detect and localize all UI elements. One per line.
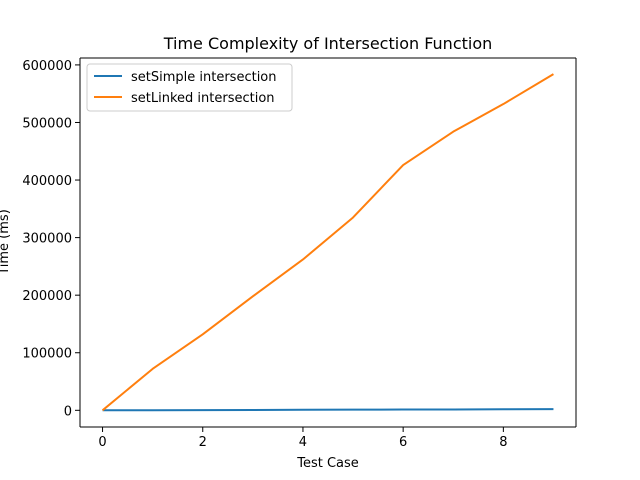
- y-tick-label: 500000: [22, 116, 72, 131]
- x-tick-label: 6: [399, 435, 407, 450]
- chart-title: Time Complexity of Intersection Function: [163, 34, 493, 53]
- legend: setSimple intersection setLinked interse…: [86, 63, 293, 112]
- y-axis-label: Time (ms): [0, 209, 12, 276]
- plot-area: [80, 58, 576, 427]
- x-axis-label: Test Case: [296, 456, 359, 471]
- y-tick-label: 600000: [22, 59, 72, 74]
- y-tick-label: 0: [64, 404, 72, 419]
- x-tick-label: 0: [98, 435, 106, 450]
- y-tick-label: 200000: [22, 289, 72, 304]
- series-line-setsimple: [102, 408, 554, 412]
- y-tick-label: 400000: [22, 174, 72, 189]
- axes-layer: [79, 57, 577, 428]
- x-tick-label: 4: [299, 435, 307, 450]
- series-layer: [101, 73, 554, 412]
- series-line-setlinked: [101, 73, 554, 412]
- y-tick-label: 300000: [22, 232, 72, 247]
- y-tick-label: 100000: [22, 347, 72, 362]
- x-tick-label: 2: [199, 435, 207, 450]
- legend-label-setlinked: setLinked intersection: [131, 91, 275, 106]
- legend-box: [86, 63, 293, 112]
- legend-label-setsimple: setSimple intersection: [131, 70, 277, 85]
- x-tick-label: 8: [499, 435, 507, 450]
- ticks-layer: 0 2 4 6 8 0 100000 200000 300000 400000 500000 6000…: [22, 59, 507, 450]
